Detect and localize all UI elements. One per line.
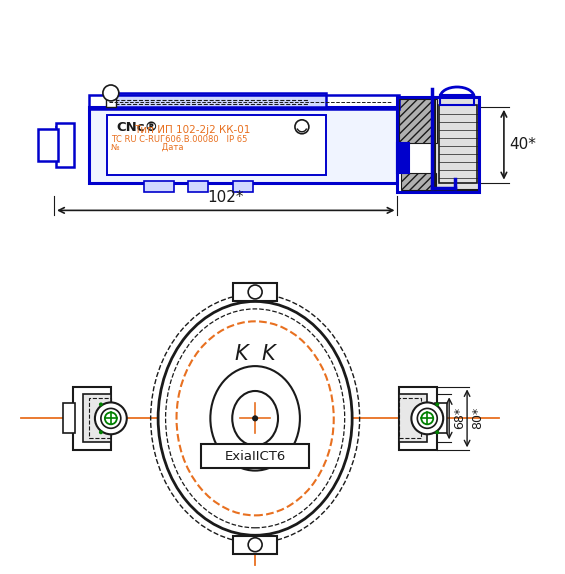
Bar [107,115,326,174]
Bar [233,283,277,301]
Bar [399,394,427,442]
Bar [399,398,421,439]
Bar [89,95,399,109]
Bar [399,99,437,143]
Bar [73,386,111,450]
Bar [397,143,410,173]
Bar [144,181,173,192]
Text: 80*: 80* [471,407,484,429]
Circle shape [248,538,262,552]
Text: 68*: 68* [453,408,466,429]
Bar [107,93,326,107]
Circle shape [99,430,103,435]
Ellipse shape [158,301,352,536]
Bar [201,444,309,468]
Bar [401,173,436,191]
Bar [63,404,75,433]
Text: CΝc®: CΝc® [117,121,159,134]
Circle shape [435,402,439,406]
Text: 40*: 40* [509,137,536,152]
Bar [189,181,208,192]
Text: №                Дата: № Дата [111,143,184,152]
Bar [83,394,111,442]
Bar [439,105,477,183]
Circle shape [99,402,103,406]
Bar [435,97,479,191]
Ellipse shape [232,391,278,446]
Bar [233,536,277,554]
Circle shape [248,285,262,299]
Circle shape [295,120,309,134]
Text: Тип ИП 102-2ј2 КК-01: Тип ИП 102-2ј2 КК-01 [134,125,250,135]
Bar [435,404,447,433]
Bar [399,386,437,450]
Text: ТС RU С-RUГ606.В.00080   IP 65: ТС RU С-RUГ606.В.00080 IP 65 [111,135,247,144]
Bar [401,173,436,191]
Circle shape [95,402,127,435]
Text: K  K: K K [235,344,276,364]
Circle shape [411,402,443,435]
Circle shape [101,408,121,428]
Circle shape [253,416,258,421]
Ellipse shape [210,366,300,471]
Bar [38,129,58,161]
Bar [56,123,74,166]
Text: 102*: 102* [207,191,244,205]
Bar [233,181,253,192]
Bar [89,107,397,183]
Bar [399,99,437,143]
Bar [440,95,474,105]
Text: ExiaIICT6: ExiaIICT6 [224,449,286,463]
Bar [106,93,116,107]
Bar [89,398,111,439]
Circle shape [103,85,119,101]
Bar [397,97,479,192]
Circle shape [418,408,437,428]
Circle shape [435,430,439,435]
